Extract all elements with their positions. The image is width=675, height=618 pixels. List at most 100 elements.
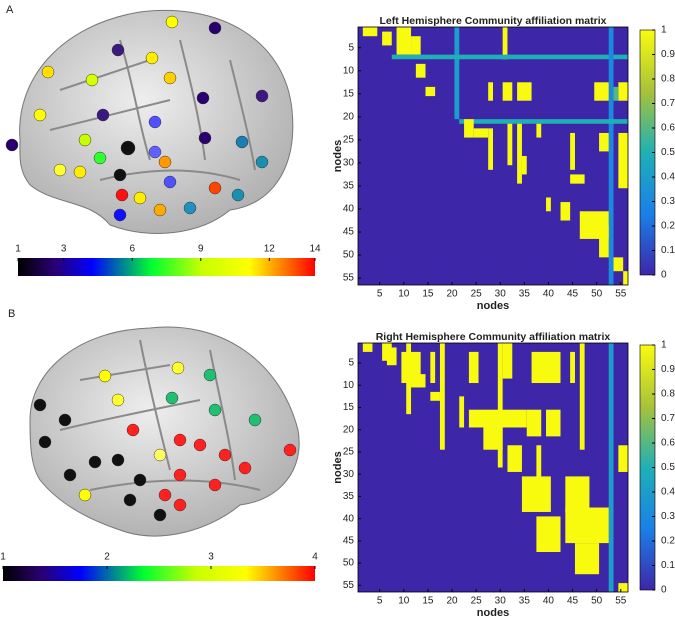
x-tick-label: 25 — [471, 289, 483, 300]
x-tick-label: 10 — [398, 289, 410, 300]
matrix-cell — [574, 543, 600, 575]
matrix-cell — [464, 119, 474, 138]
colorbar-tick-label: 1 — [661, 340, 667, 351]
x-tick-label: 25 — [471, 596, 483, 607]
y-tick-label: 15 — [343, 88, 355, 99]
y-tick-label: 55 — [343, 273, 355, 284]
matrix-cell — [546, 409, 561, 437]
colorbar-tick-label: 0.9 — [661, 364, 675, 375]
colorbar-tick-label: 0.2 — [661, 536, 675, 547]
matrix-cell — [565, 476, 590, 512]
matrix-cell — [536, 445, 542, 490]
colorbar-tick-label: 1 — [0, 552, 6, 563]
matrix-cell — [362, 27, 378, 37]
matrix-cell — [613, 257, 624, 272]
matrix-cell — [488, 128, 493, 170]
colorbar — [18, 258, 315, 276]
colorbar-tick-label: 0.4 — [661, 487, 675, 498]
colorbar-tick-label: 4 — [312, 552, 318, 563]
y-tick-label: 45 — [343, 227, 355, 238]
matrix-cell — [454, 27, 460, 120]
chart-title: Right Hemisphere Community affiliation m… — [376, 331, 611, 343]
colorbar-tick-label: 0.9 — [661, 49, 675, 60]
matrix-cell — [618, 445, 628, 472]
x-tick-label: 50 — [591, 596, 603, 607]
matrix-cell — [497, 343, 503, 468]
colorbar-tick-label: 3 — [61, 244, 67, 255]
matrix-cell — [488, 82, 493, 101]
matrix-cell — [579, 343, 585, 450]
colorbar-tick-label: 0.3 — [661, 511, 675, 522]
colorbar-tick-label: 0.7 — [661, 98, 675, 109]
y-tick-label: 20 — [343, 424, 355, 435]
colorbar-tick-label: 0.6 — [661, 438, 675, 449]
y-axis-label: nodes — [332, 140, 344, 172]
matrix-cell — [517, 82, 532, 101]
matrix-cell — [439, 343, 445, 450]
y-tick-label: 30 — [343, 469, 355, 480]
matrix-cell — [546, 197, 551, 212]
x-tick-label: 5 — [377, 596, 383, 607]
panel-label: A — [6, 4, 14, 16]
x-tick-label: 35 — [519, 289, 531, 300]
matrix-cell — [430, 391, 440, 401]
matrix-cell — [425, 86, 436, 97]
matrix-cell — [362, 343, 373, 352]
matrix-cell — [570, 351, 575, 384]
colorbar-tick-label: 1 — [15, 244, 21, 255]
y-tick-label: 25 — [343, 447, 355, 458]
colorbar-tick-label: 0 — [661, 270, 667, 281]
colorbar-tick-label: 0 — [661, 585, 667, 596]
x-tick-label: 55 — [615, 289, 627, 300]
x-axis-label: nodes — [477, 300, 509, 312]
colorbar-tick-label: 6 — [129, 244, 135, 255]
matrix-cell — [459, 119, 628, 124]
matrix-cell — [507, 123, 513, 166]
x-tick-label: 35 — [519, 596, 531, 607]
y-tick-label: 20 — [343, 111, 355, 122]
y-tick-label: 55 — [343, 580, 355, 591]
matrix-cell — [386, 347, 397, 366]
matrix-cell — [560, 202, 571, 221]
matrix-cell — [608, 343, 614, 592]
y-tick-label: 35 — [343, 491, 355, 502]
colorbar — [3, 566, 315, 581]
x-tick-label: 45 — [567, 289, 579, 300]
matrix-cell — [618, 132, 628, 189]
matrix-cell — [531, 351, 561, 384]
y-tick-label: 5 — [348, 358, 354, 369]
y-tick-label: 25 — [343, 135, 355, 146]
colorbar-tick-label: 2 — [104, 552, 110, 563]
colorbar-tick-label: 9 — [198, 244, 204, 255]
matrix-cell — [411, 374, 426, 388]
matrix-cell — [570, 132, 575, 170]
colorbar-tick-label: 3 — [208, 552, 214, 563]
matrix-cell — [599, 225, 609, 258]
matrix-cell — [613, 86, 619, 101]
y-tick-label: 10 — [343, 380, 355, 391]
y-tick-label: 40 — [343, 204, 355, 215]
colorbar-tick-label: 14 — [309, 244, 321, 255]
y-tick-label: 50 — [343, 558, 355, 569]
y-tick-label: 15 — [343, 402, 355, 413]
y-tick-label: 35 — [343, 181, 355, 192]
colorbar-tick-label: 0.6 — [661, 123, 675, 134]
matrix-cell — [502, 27, 508, 60]
brain-left — [5, 9, 294, 234]
matrix-cell — [594, 82, 609, 101]
y-tick-label: 5 — [348, 42, 354, 53]
x-tick-label: 20 — [446, 596, 458, 607]
colorbar-tick-label: 0.1 — [661, 560, 675, 571]
colorbar-tick-label: 0.5 — [661, 147, 675, 158]
axes-frame — [357, 342, 629, 593]
matrix-cell — [502, 82, 513, 101]
colorbar-tick-label: 1 — [661, 25, 667, 36]
matrix-cell — [411, 36, 421, 55]
matrix-cell — [521, 156, 527, 175]
colorbar-tick-label: 0.8 — [661, 74, 675, 85]
panel-label: B — [8, 308, 15, 320]
matrix-cell — [483, 427, 503, 450]
matrix-cell — [507, 445, 522, 472]
matrix-cell — [623, 271, 628, 285]
colorbar-tick-label: 12 — [264, 244, 276, 255]
